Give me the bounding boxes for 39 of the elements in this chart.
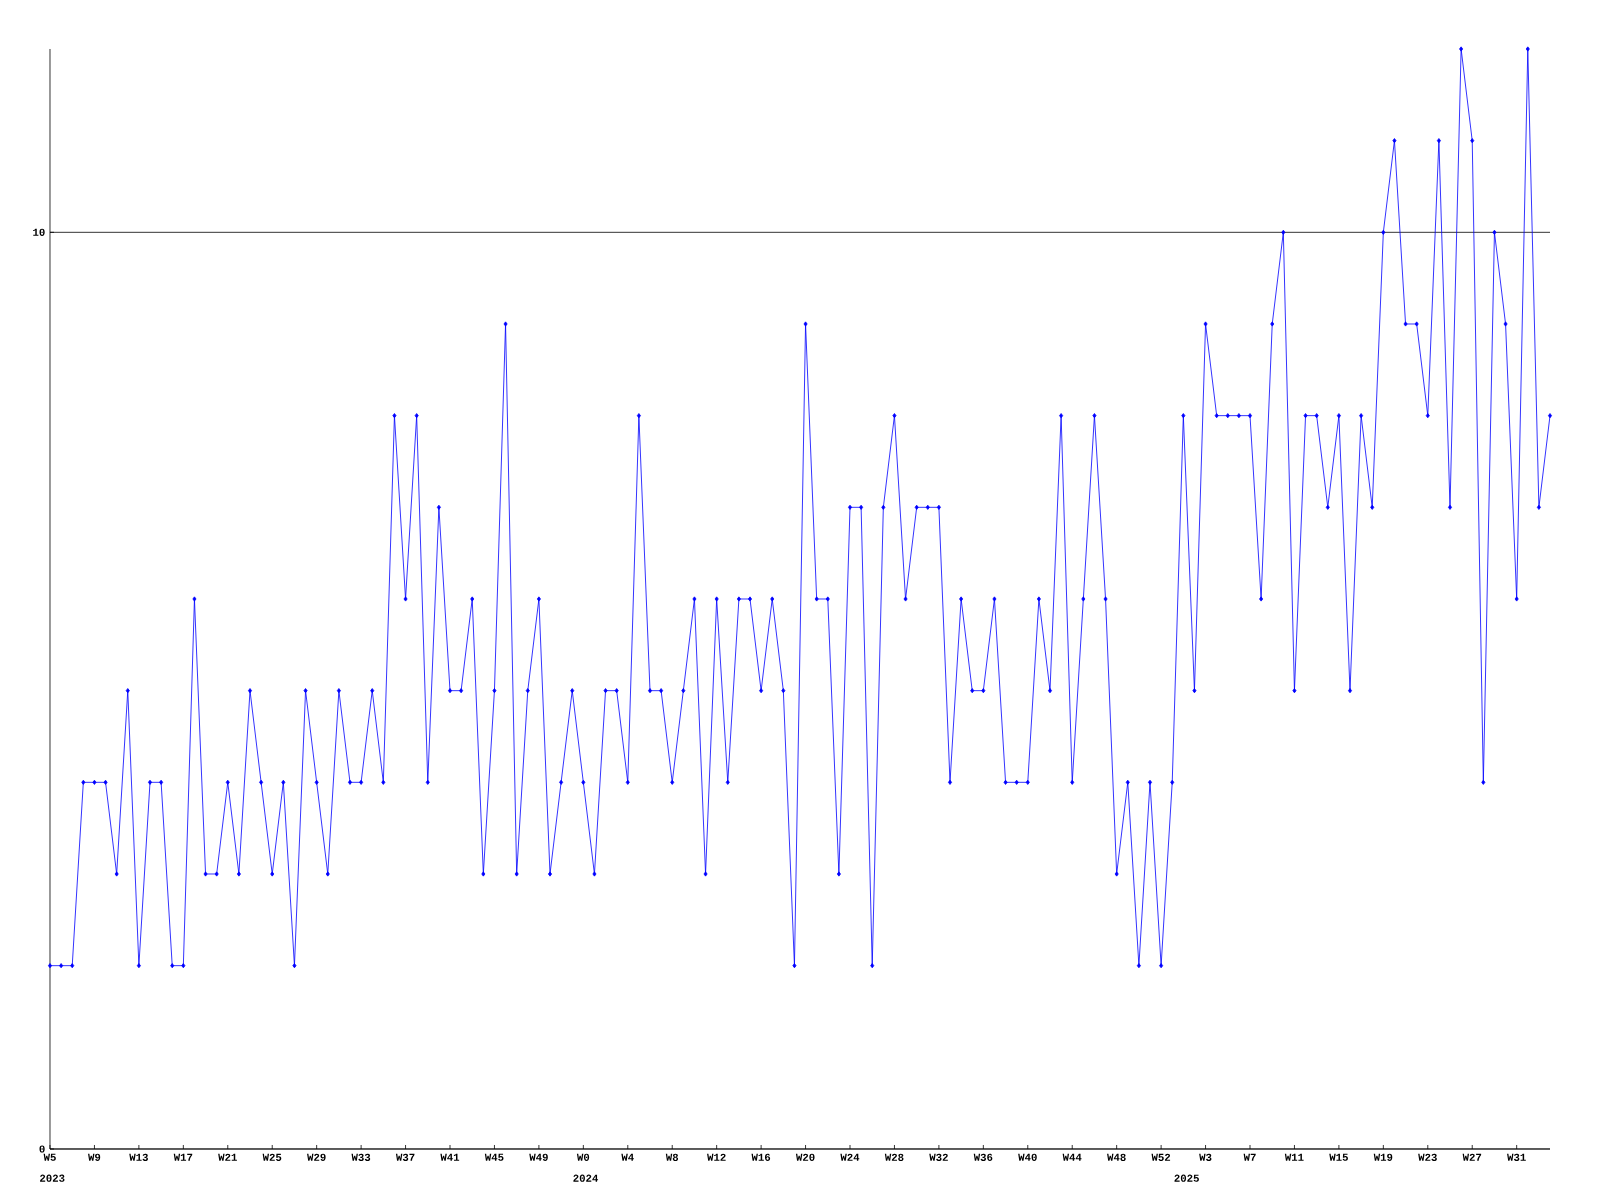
x-tick-label: W3	[1199, 1153, 1212, 1161]
x-tick-label: W33	[351, 1153, 371, 1161]
x-tick-label: W28	[884, 1153, 904, 1161]
x-tick-label: W8	[665, 1153, 679, 1161]
text: 2024	[573, 1174, 599, 1182]
text: 2025	[1174, 1174, 1199, 1182]
x-tick-label: W12	[707, 1153, 726, 1161]
x-tick-label: W29	[307, 1153, 326, 1161]
x-tick-label: W19	[1373, 1153, 1393, 1161]
x-tick-label: W9	[88, 1153, 101, 1161]
x-tick-label: W13	[129, 1153, 148, 1161]
x-tick-label: W7	[1243, 1153, 1256, 1161]
x-tick-label: W11	[1284, 1153, 1304, 1161]
x-tick-label: W5	[43, 1153, 56, 1161]
x-tick-label: W4	[621, 1153, 634, 1161]
x-tick-label: W20	[795, 1153, 815, 1161]
x-tick-label: W31	[1507, 1153, 1526, 1161]
x-tick-label: W24	[840, 1153, 860, 1161]
x-tick-label: W32	[929, 1153, 948, 1161]
x-tick-label: W0	[576, 1153, 590, 1161]
x-tick-label: W27	[1462, 1153, 1482, 1161]
x-tick-label: W25	[262, 1153, 282, 1161]
x-tick-label: W17	[173, 1153, 193, 1161]
x-tick-label: W15	[1329, 1153, 1348, 1161]
text: 2023	[40, 1174, 65, 1182]
x-tick-label: W52	[1151, 1153, 1171, 1161]
x-tick-label: W37	[395, 1153, 415, 1161]
x-tick-label: W49	[529, 1153, 548, 1161]
x-tick-label: W41	[440, 1153, 460, 1161]
x-tick-label: W21	[218, 1153, 237, 1161]
x-tick-label: W45	[484, 1153, 504, 1161]
y-tick-label: 0	[39, 1145, 45, 1153]
x-tick-label: W16	[751, 1153, 771, 1161]
x-tick-label: W44	[1062, 1153, 1082, 1161]
x-tick-label: W40	[1018, 1153, 1037, 1161]
y-tick-label: 10	[33, 228, 45, 236]
x-tick-label: W23	[1418, 1153, 1437, 1161]
x-tick-label: W48	[1107, 1153, 1126, 1161]
x-tick-label: W36	[973, 1153, 993, 1161]
